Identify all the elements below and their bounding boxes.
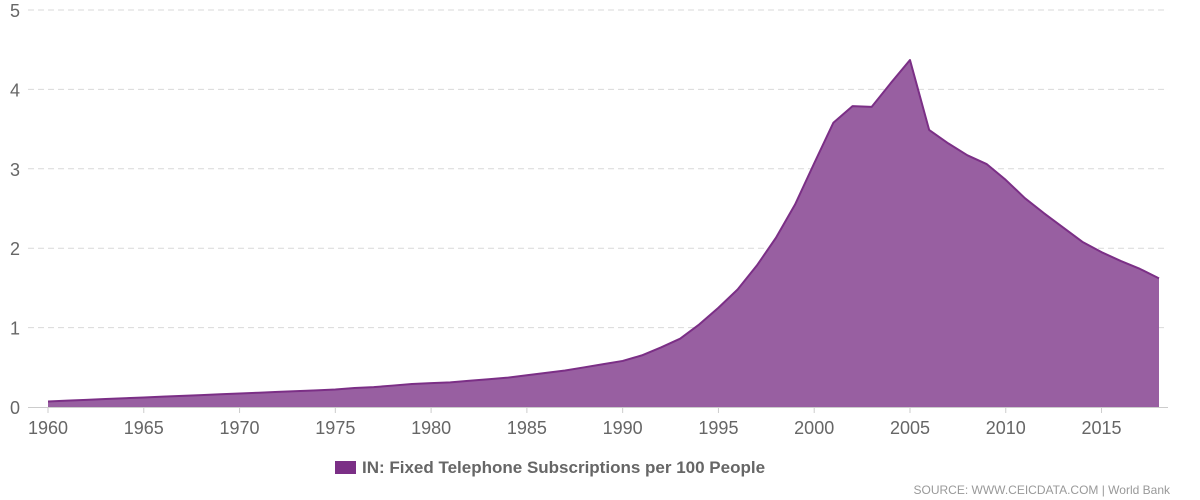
area-fill <box>48 60 1159 407</box>
plot-area <box>47 59 1160 407</box>
legend[interactable]: IN: Fixed Telephone Subscriptions per 10… <box>0 458 1100 478</box>
x-tick-label: 1985 <box>507 418 547 438</box>
y-tick-label: 1 <box>10 319 20 339</box>
y-tick-label: 5 <box>10 1 20 21</box>
x-tick-label: 1960 <box>28 418 68 438</box>
y-tick-label: 0 <box>10 398 20 418</box>
x-tick-label: 2000 <box>794 418 834 438</box>
y-tick-label: 4 <box>10 80 20 100</box>
x-tick-label: 2015 <box>1082 418 1122 438</box>
source-note: SOURCE: WWW.CEICDATA.COM | World Bank <box>913 483 1170 497</box>
axes: 0 1 2 3 4 5 1960 1965 1970 1975 1980 1985 1990 1995 20… <box>10 1 1168 438</box>
x-tick-label: 1995 <box>698 418 738 438</box>
x-tick-label: 1965 <box>124 418 164 438</box>
y-tick-label: 3 <box>10 160 20 180</box>
x-tick-label: 2010 <box>986 418 1026 438</box>
series-line <box>47 59 1160 403</box>
x-tick-label: 1970 <box>220 418 260 438</box>
y-tick-label: 2 <box>10 239 20 259</box>
x-tick-label: 1975 <box>315 418 355 438</box>
legend-swatch <box>334 461 356 474</box>
x-tick-label: 1990 <box>603 418 643 438</box>
x-tick-label: 1980 <box>411 418 451 438</box>
legend-label: IN: Fixed Telephone Subscriptions per 10… <box>361 458 766 477</box>
x-tick-label: 2005 <box>890 418 930 438</box>
